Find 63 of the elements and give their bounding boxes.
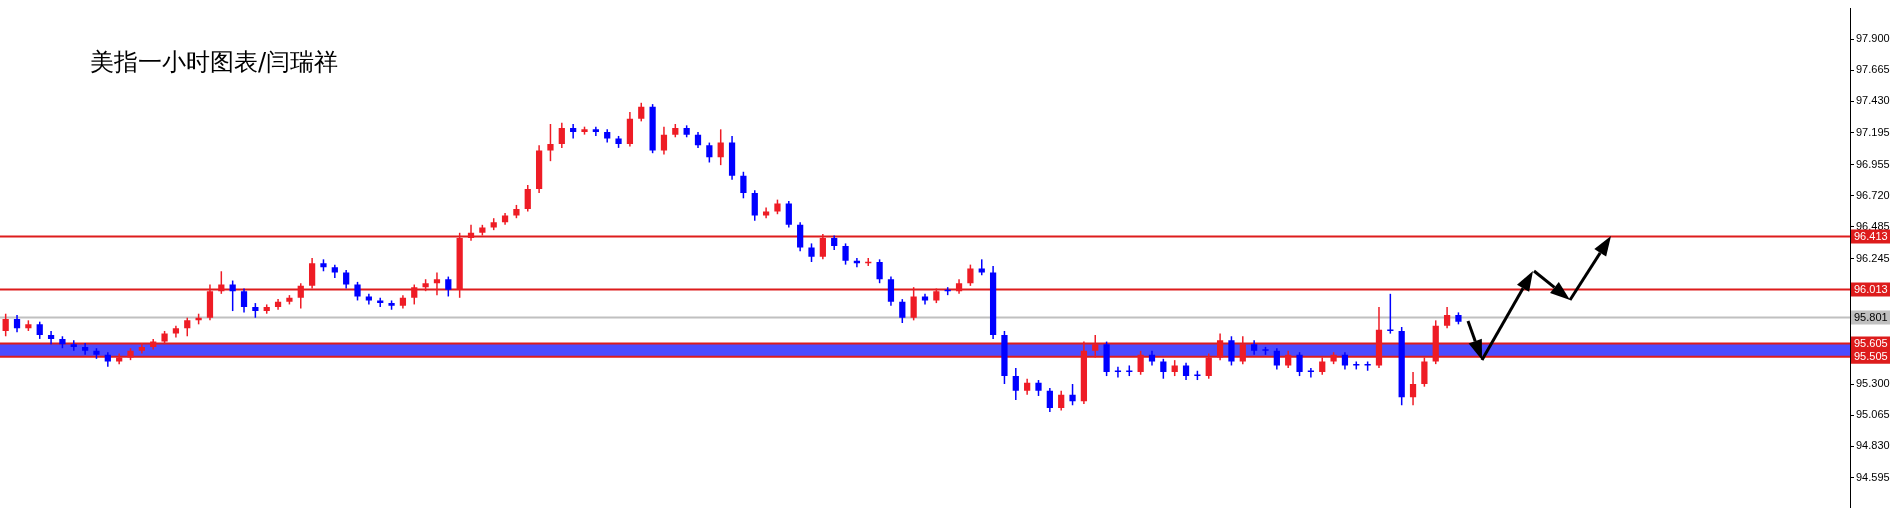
candlestick — [1160, 358, 1167, 380]
candlestick — [297, 282, 304, 310]
candlestick — [899, 298, 906, 324]
candlestick — [524, 184, 531, 213]
candlestick — [558, 121, 565, 149]
candlestick — [967, 263, 974, 287]
y-tick-label: 96.485 — [1856, 219, 1890, 232]
candlestick — [717, 128, 724, 166]
candlestick — [887, 275, 895, 307]
candlestick — [660, 125, 668, 156]
candlestick — [740, 171, 747, 200]
candlestick — [876, 258, 883, 284]
y-tick-label: 96.245 — [1856, 251, 1890, 264]
candlestick — [706, 141, 713, 164]
ref-line-label: 96.013 — [1854, 282, 1888, 295]
candlestick — [842, 242, 849, 266]
candlestick — [1239, 335, 1246, 365]
candlestick — [445, 275, 452, 298]
candlestick — [354, 281, 361, 302]
candlestick — [467, 224, 475, 242]
candlestick — [1137, 350, 1144, 376]
y-tick-label: 97.900 — [1856, 32, 1890, 45]
ref-line-label: 95.801 — [1854, 311, 1888, 324]
candlestick — [1058, 389, 1065, 412]
candlestick — [1205, 352, 1212, 380]
candlestick — [1443, 306, 1451, 330]
candlestick — [343, 269, 350, 290]
y-tick-label: 94.830 — [1856, 439, 1890, 452]
candlestick — [1046, 387, 1053, 413]
candlestick — [1421, 356, 1428, 388]
ref-line-label: 96.413 — [1854, 229, 1888, 242]
candlestick — [797, 221, 804, 253]
y-tick-label: 97.195 — [1856, 125, 1890, 138]
y-tick-label: 97.665 — [1856, 63, 1890, 76]
candlestick — [2, 312, 9, 338]
candlestick — [1387, 293, 1394, 335]
y-tick-label: 96.720 — [1856, 188, 1890, 201]
candlestick — [1092, 334, 1099, 359]
candlestick — [184, 316, 191, 338]
candlestick — [547, 123, 554, 162]
candlestick — [1216, 332, 1224, 361]
candlestick — [433, 271, 441, 296]
candlestick — [638, 102, 645, 123]
candlestick — [1409, 371, 1417, 406]
ref-line-label: 95.505 — [1854, 350, 1888, 363]
candlestick — [570, 123, 577, 140]
candlestick — [1069, 383, 1076, 406]
candlestick — [240, 287, 248, 314]
candlestick — [785, 200, 792, 229]
candlestick — [751, 189, 758, 222]
y-tick-label: 94.595 — [1856, 470, 1890, 483]
y-tick-label: 96.955 — [1856, 157, 1890, 170]
y-tick-label: 95.065 — [1856, 408, 1890, 421]
candlestick — [819, 233, 826, 261]
text: 美指一小时图表/闫瑞祥 — [90, 47, 339, 78]
y-tick-label: 97.430 — [1856, 94, 1890, 107]
candlestick — [1012, 367, 1019, 401]
candlestick — [411, 283, 418, 306]
candlestick — [808, 242, 815, 263]
candlestick — [309, 257, 316, 290]
ref-line-label: 95.605 — [1854, 337, 1888, 350]
y-tick-label: 95.300 — [1856, 377, 1890, 390]
candlestick — [910, 286, 917, 322]
